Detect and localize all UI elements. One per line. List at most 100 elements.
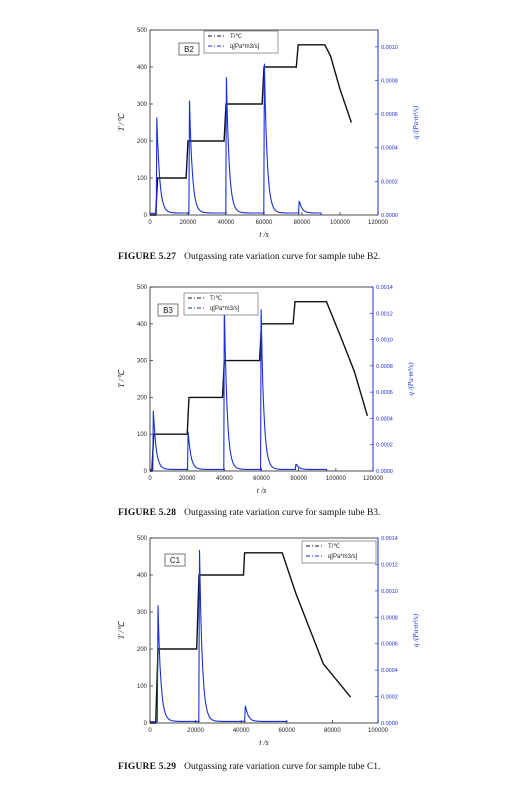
x-tick-label: 120000 <box>363 476 384 482</box>
y-tick-label: 0 <box>144 213 148 219</box>
y2-tick-label: 0.0012 <box>381 562 398 568</box>
y-tick-label: 0 <box>144 721 148 727</box>
caption-text: Outgassing rate variation curve for samp… <box>184 252 381 262</box>
y2-tick-label: 0.0006 <box>376 390 393 396</box>
x-tick-label: 80000 <box>294 220 311 226</box>
caption-text: Outgassing rate variation curve for samp… <box>184 762 381 772</box>
y2-axis-label: q /(Pa·m³/s) <box>412 105 420 139</box>
legend-box <box>183 292 259 316</box>
y-tick-label: 100 <box>137 432 148 438</box>
caption-5-28: FIGURE 5.28 Outgassing rate variation cur… <box>118 508 380 518</box>
y-tick-label: 300 <box>137 102 148 108</box>
y2-axis-label: q /(Pa·m³/s) <box>412 613 420 647</box>
chart-b2: 0 20000 40000 60000 80000 100000 120000 0 100 200… <box>117 28 420 239</box>
y2-tick-label: 0.0012 <box>376 311 393 317</box>
x-tick-label: 60000 <box>278 728 295 734</box>
y2-tick-label: 0.0006 <box>381 642 398 648</box>
figure-b3: 0 20000 40000 60000 80000 100000 120000 0 100 200… <box>117 285 415 518</box>
y2-tick-label: 0.0000 <box>381 721 398 727</box>
y2-axis-label: q /(Pa·m³/s) <box>407 362 415 396</box>
x-tick-label: 80000 <box>290 476 307 482</box>
y2-tick-label: 0.0008 <box>381 615 398 621</box>
legend-label-outgassing: q[Pa*m3/s] <box>230 44 260 50</box>
y-tick-label: 100 <box>137 684 148 690</box>
y-tick-label: 400 <box>137 573 148 579</box>
y-tick-label: 200 <box>137 139 148 145</box>
x-axis-label: t /s <box>259 738 269 747</box>
outgassing-rate-series-line <box>150 302 328 472</box>
y2-tick-label: 0.0004 <box>381 668 398 674</box>
sample-tag-label: B3 <box>163 306 173 315</box>
y2-tick-label: 0.0014 <box>381 536 398 542</box>
caption-text: Outgassing rate variation curve for samp… <box>184 508 381 518</box>
sample-tag-box <box>157 303 179 317</box>
x-tick-label: 100000 <box>368 728 389 734</box>
x-tick-label: 20000 <box>187 728 204 734</box>
x-tick-label: 20000 <box>179 476 196 482</box>
y2-tick-label: 0.0004 <box>376 416 393 422</box>
outgassing-rate-series-line <box>150 549 288 724</box>
y2-tick-label: 0.0006 <box>381 112 398 118</box>
y2-tick-label: 0.0010 <box>376 338 393 344</box>
caption-5-29: FIGURE 5.29 Outgassing rate variation cur… <box>118 762 380 772</box>
sample-tag-box <box>164 553 186 567</box>
legend-box <box>301 540 377 564</box>
sample-tag-label: B2 <box>184 45 194 54</box>
caption-5-27: FIGURE 5.27 Outgassing rate variation cur… <box>118 252 380 262</box>
y-tick-label: 500 <box>137 285 148 291</box>
y-tick-label: 0 <box>144 469 148 475</box>
y-axis-label: T /℃ <box>117 621 126 640</box>
temperature-series-line <box>150 301 369 472</box>
y2-tick-label: 0.0008 <box>381 78 398 84</box>
x-tick-label: 0 <box>148 728 152 734</box>
x-tick-label: 60000 <box>256 220 273 226</box>
y-tick-label: 300 <box>137 610 148 616</box>
legend-label-temperature: T/℃ <box>230 34 242 40</box>
y-tick-label: 300 <box>137 359 148 365</box>
x-tick-label: 0 <box>148 476 152 482</box>
y-axis-label: T /℃ <box>117 113 126 132</box>
x-tick-label: 100000 <box>330 220 351 226</box>
y2-tick-label: 0.0008 <box>376 364 393 370</box>
y2-tick-label: 0.0010 <box>381 45 398 51</box>
y2-tick-label: 0.0010 <box>381 589 398 595</box>
y2-tick-label: 0.0002 <box>381 179 398 185</box>
y-tick-label: 500 <box>137 536 148 542</box>
y2-tick-label: 0.0000 <box>376 469 393 475</box>
x-tick-label: 40000 <box>216 476 233 482</box>
x-tick-label: 60000 <box>253 476 270 482</box>
caption-number: FIGURE 5.28 <box>118 508 177 518</box>
x-tick-label: 100000 <box>326 476 347 482</box>
temperature-series-line <box>150 552 352 724</box>
y2-tick-label: 0.0014 <box>376 285 393 291</box>
x-tick-label: 80000 <box>324 728 341 734</box>
caption-number: FIGURE 5.29 <box>118 762 177 772</box>
y2-tick-label: 0.0000 <box>381 213 398 219</box>
x-tick-label: 40000 <box>233 728 250 734</box>
x-tick-label: 40000 <box>218 220 235 226</box>
legend-box <box>203 30 279 54</box>
y-tick-label: 400 <box>137 322 148 328</box>
y2-tick-label: 0.0002 <box>381 695 398 701</box>
y-axis-label: T /℃ <box>117 369 126 388</box>
y-tick-label: 400 <box>137 65 148 71</box>
temperature-series-line <box>150 44 353 216</box>
y2-tick-label: 0.0002 <box>376 443 393 449</box>
sample-tag-box <box>178 42 200 56</box>
y-tick-label: 100 <box>137 176 148 182</box>
y2-tick-label: 0.0004 <box>381 146 398 152</box>
chart-b3: 0 20000 40000 60000 80000 100000 120000 0 100 200… <box>117 285 415 495</box>
x-tick-label: 120000 <box>368 220 389 226</box>
y-tick-label: 200 <box>137 395 148 401</box>
chart-c1: 0 20000 40000 60000 80000 100000 0 100 200 300 400… <box>117 536 420 747</box>
x-axis-label: t /s <box>259 230 269 239</box>
legend-label-outgassing: q[Pa*m3/s] <box>210 306 240 312</box>
outgassing-rate-series-line <box>150 63 322 216</box>
y-tick-label: 200 <box>137 647 148 653</box>
y-tick-label: 500 <box>137 28 148 34</box>
legend-label-temperature: T/℃ <box>210 296 222 302</box>
x-tick-label: 20000 <box>180 220 197 226</box>
legend-label-outgassing: q[Pa*m3/s] <box>328 554 358 560</box>
caption-number: FIGURE 5.27 <box>118 252 177 262</box>
